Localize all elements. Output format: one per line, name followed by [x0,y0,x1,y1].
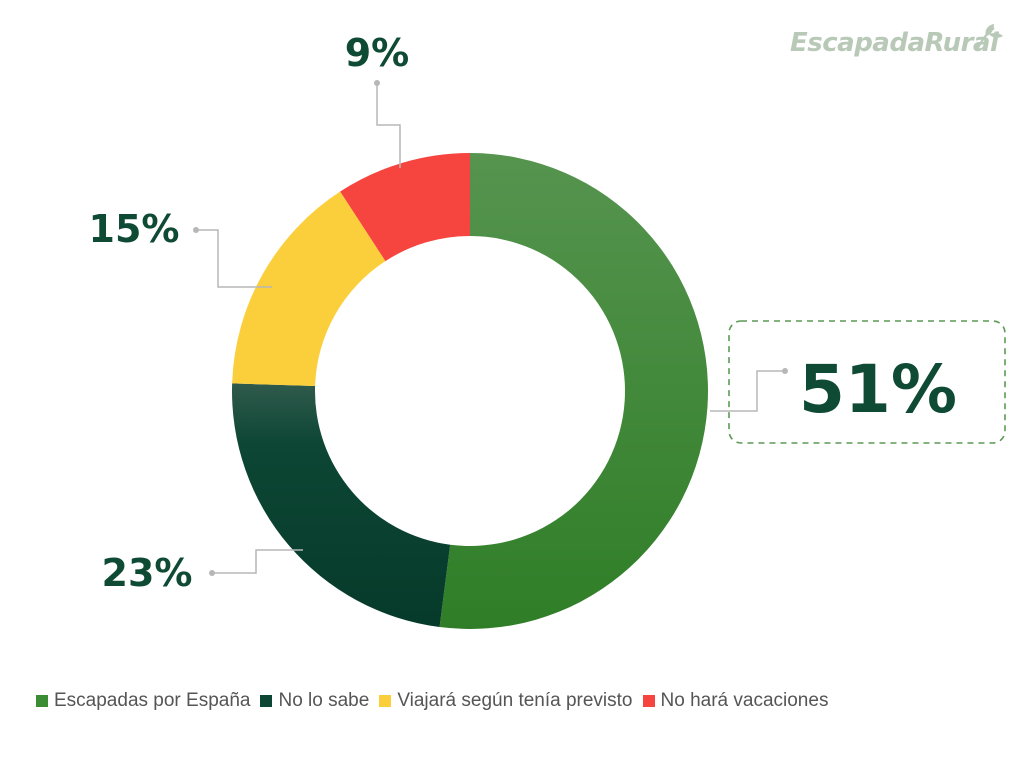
slice-escapadas-por-espana [439,153,708,629]
data-label-no-hara-vacaciones: 9% [345,31,410,75]
legend-swatch-viajara [379,695,392,707]
leader-dot-no-lo-sabe [209,570,215,576]
legend-swatch-no-lo-sabe [260,695,273,707]
leader-line-viajara-segun-tenia-previsto [196,229,272,288]
legend-swatch-escapadas [36,695,48,707]
legend-item-viajara: Viajará según tenía previsto [379,690,633,712]
legend-label-no-hara: No hará vacaciones [660,690,829,711]
legend-item-no-hara: No hará vacaciones [642,690,829,712]
data-label-viajara-segun-tenia-previsto: 15% [89,207,180,251]
legend-swatch-no-hara [642,695,655,707]
leader-line-escapadas-por-espana [710,370,785,412]
leader-dot-escapadas-por-espana [782,368,788,374]
leader-line-no-hara-vacaciones [376,83,401,168]
highlight-box [728,320,1006,444]
leader-line-no-lo-sabe [212,549,303,574]
brand-logo: EscapadaRural [790,28,999,58]
data-label-no-lo-sabe: 23% [102,551,193,595]
legend-label-viajara: Viajará según tenía previsto [397,690,633,711]
leader-dot-viajara-segun-tenia-previsto [193,227,199,233]
legend-item-no-lo-sabe: No lo sabe [260,690,369,712]
legend-item-escapadas: Escapadas por España [36,690,250,712]
legend-label-no-lo-sabe: No lo sabe [278,690,370,711]
leaf-icon [977,24,1003,49]
legend-label-escapadas: Escapadas por España [54,690,251,711]
slice-no-hara-vacaciones [340,153,470,262]
leader-dot-no-hara-vacaciones [374,80,380,86]
slice-viajara-segun-tenia-previsto [232,191,386,387]
chart-legend: Escapadas por España No lo sabe Viajará … [36,690,838,712]
data-label-escapadas-por-espana: 51% [799,351,957,428]
slice-no-lo-sabe [231,383,451,628]
